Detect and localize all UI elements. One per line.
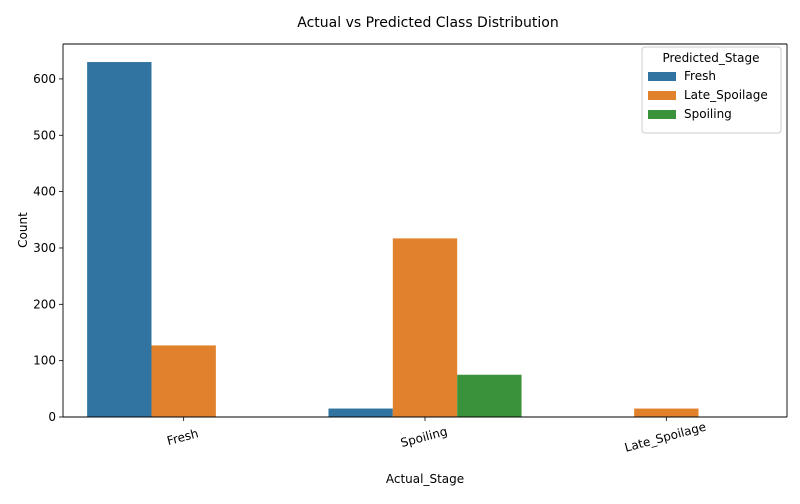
y-tick-label: 200	[33, 297, 56, 311]
y-tick-label: 500	[33, 128, 56, 142]
legend-label-spoiling: Spoiling	[684, 107, 732, 121]
bar-fresh-fresh	[87, 62, 152, 417]
x-axis-label: Actual_Stage	[386, 472, 464, 486]
y-axis-label: Count	[16, 212, 30, 248]
plot-area	[87, 62, 699, 417]
legend: Predicted_Stage Fresh Late_Spoilage Spoili…	[641, 46, 782, 134]
legend-title: Predicted_Stage	[662, 51, 759, 65]
x-tick-label: Late_Spoilage	[623, 420, 708, 455]
legend-frame	[641, 46, 782, 134]
bar-late_spoilage-late_spoilage	[634, 408, 699, 417]
y-ticks: 0 100 200 300 400 500 600	[33, 72, 63, 424]
bar-fresh-late_spoilage	[151, 345, 216, 417]
y-tick-label: 400	[33, 185, 56, 199]
legend-label-fresh: Fresh	[684, 69, 716, 83]
legend-swatch-spoiling	[648, 110, 676, 119]
y-tick-label: 600	[33, 72, 56, 86]
x-tick-label: Spoiling	[399, 424, 449, 450]
bar-spoiling-spoiling	[457, 374, 522, 417]
chart-title: Actual vs Predicted Class Distribution	[297, 15, 558, 31]
y-tick-label: 100	[33, 354, 56, 368]
legend-items: Fresh Late_Spoilage Spoiling	[648, 69, 768, 121]
y-tick-label: 300	[33, 241, 56, 255]
x-ticks: Fresh Spoiling Late_Spoilage	[165, 417, 708, 455]
y-tick-label: 0	[48, 410, 56, 424]
bar-spoiling-fresh	[328, 408, 393, 417]
legend-swatch-fresh	[648, 72, 676, 81]
x-tick-label: Fresh	[165, 426, 199, 448]
bar-spoiling-late_spoilage	[392, 238, 458, 417]
legend-label-late_spoilage: Late_Spoilage	[684, 88, 768, 102]
legend-swatch-late_spoilage	[648, 91, 676, 100]
